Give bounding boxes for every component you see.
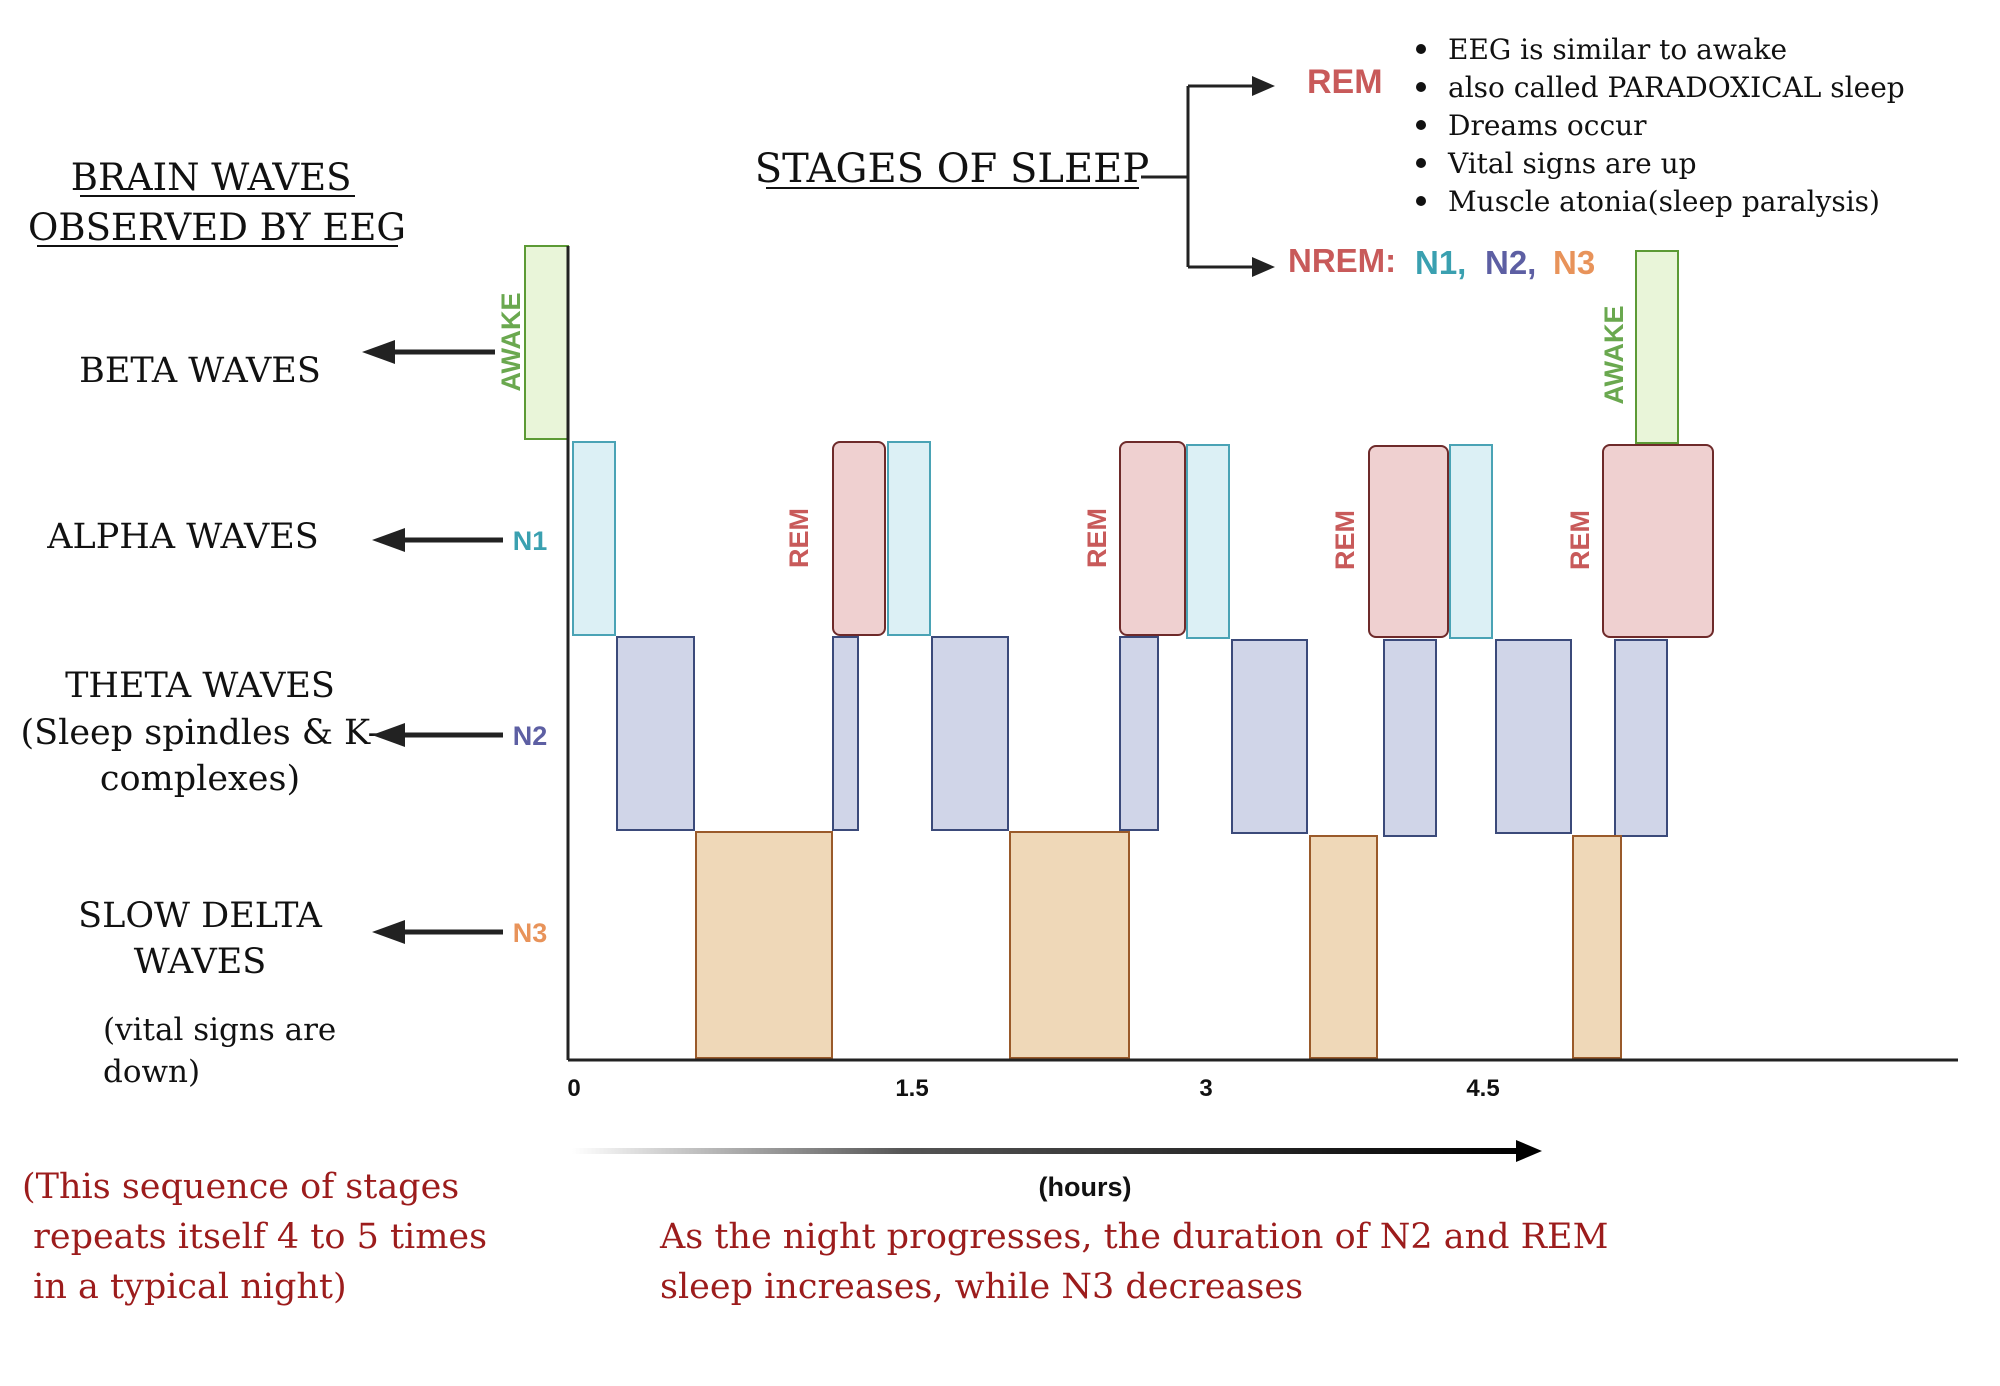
delta-waves-label-line2: WAVES <box>134 942 267 982</box>
n2-block <box>616 636 695 831</box>
brain-waves-title-line1: BRAIN WAVES <box>71 156 363 199</box>
alpha-waves-label: ALPHA WAVES <box>46 517 319 557</box>
nrem-n2: N2, <box>1485 244 1536 281</box>
n3-stage-label: N3 <box>513 918 548 948</box>
arrow-icon <box>372 723 503 747</box>
time-direction-arrow-icon <box>572 1140 1542 1162</box>
n1-block <box>1186 444 1230 639</box>
rem-block-label: REM <box>784 508 814 568</box>
progress-note-line: sleep increases, while N3 decreases <box>660 1267 1303 1307</box>
repeat-note-line: in a typical night) <box>22 1267 347 1307</box>
awake-block <box>1635 250 1679 444</box>
rem-bullet: Dreams occur <box>1448 109 1647 142</box>
n3-block <box>1572 835 1622 1059</box>
arrow-icon <box>372 528 503 552</box>
arrow-icon <box>372 920 503 944</box>
axis-tick-label: 0 <box>567 1075 580 1102</box>
awake-block <box>524 245 569 440</box>
rem-block <box>1119 441 1186 636</box>
n1-block <box>887 441 931 636</box>
rem-block-label: REM <box>1565 510 1595 570</box>
n2-block <box>1231 639 1308 834</box>
rem-block <box>1602 444 1714 638</box>
theta-waves-detail-line1: (Sleep spindles & K- <box>21 713 380 753</box>
axis-tick-label: 4.5 <box>1466 1075 1499 1102</box>
awake-stage-label: AWAKE <box>496 292 526 391</box>
delta-waves-label-line1: SLOW DELTA <box>78 896 322 936</box>
rem-block <box>832 441 886 636</box>
axis-tick-label: 3 <box>1199 1075 1212 1102</box>
theta-waves-label: THETA WAVES <box>65 666 335 706</box>
brain-waves-panel: BRAIN WAVES OBSERVED BY EEG BETA WAVES A… <box>21 156 406 1090</box>
repeat-note-line: (This sequence of stages <box>22 1167 459 1207</box>
bullet-icon <box>1416 196 1426 206</box>
rem-heading: REM <box>1307 63 1383 101</box>
progress-note-line: As the night progresses, the duration of… <box>659 1217 1608 1257</box>
n1-block <box>1449 444 1493 639</box>
brain-waves-title-line2: OBSERVED BY EEG <box>28 206 406 249</box>
n2-block <box>1614 639 1668 837</box>
delta-note-line1: (vital signs are <box>103 1012 336 1048</box>
n2-stage-label: N2 <box>513 721 548 751</box>
wave-arrows <box>362 340 503 944</box>
n3-block <box>695 831 833 1059</box>
nrem-n3: N3 <box>1553 244 1595 281</box>
repeat-note-line: repeats itself 4 to 5 times <box>22 1217 487 1257</box>
awake-block-label: AWAKE <box>1599 305 1629 404</box>
nrem-heading: NREM: <box>1288 242 1396 279</box>
rem-block <box>1368 445 1449 638</box>
bullet-icon <box>1416 120 1426 130</box>
delta-note-line2: down) <box>103 1054 200 1090</box>
bullet-icon <box>1416 82 1426 92</box>
bullet-icon <box>1416 44 1426 54</box>
axis-tick-label: 1.5 <box>895 1075 928 1102</box>
repeat-note: (This sequence of stages repeats itself … <box>22 1167 487 1307</box>
nrem-n1: N1, <box>1415 244 1466 281</box>
stages-of-sleep-title: STAGES OF SLEEP <box>755 146 1150 192</box>
rem-bullet: also called PARADOXICAL sleep <box>1448 71 1905 104</box>
theta-waves-detail-line2: complexes) <box>100 759 300 799</box>
time-axis: 0 1.5 3 4.5 (hours) <box>566 246 1958 1202</box>
bracket-arrow-icon <box>1141 76 1275 277</box>
n2-block <box>1383 639 1437 837</box>
n2-block <box>1495 639 1572 834</box>
n2-block <box>931 636 1009 831</box>
progress-note: As the night progresses, the duration of… <box>659 1217 1608 1307</box>
n3-block <box>1009 831 1130 1059</box>
axis-unit-label: (hours) <box>1039 1172 1132 1202</box>
n3-block <box>1309 835 1378 1059</box>
stages-of-sleep-panel: STAGES OF SLEEP REM EEG is similar to aw… <box>755 33 1905 281</box>
rem-block-label: REM <box>1082 508 1112 568</box>
rem-block-label: REM <box>1330 510 1360 570</box>
rem-bullet: EEG is similar to awake <box>1448 33 1787 66</box>
n2-block <box>832 636 859 831</box>
rem-bullet: Muscle atonia(sleep paralysis) <box>1448 185 1880 218</box>
n1-block <box>572 441 616 636</box>
beta-waves-label: BETA WAVES <box>79 351 321 391</box>
bullet-icon <box>1416 158 1426 168</box>
arrow-icon <box>362 340 495 364</box>
n2-block <box>1119 636 1159 831</box>
rem-bullet-list: EEG is similar to awake also called PARA… <box>1416 33 1905 218</box>
hypnogram: REM REM REM REM AWAKE <box>524 245 1714 1059</box>
rem-bullet: Vital signs are up <box>1447 147 1697 180</box>
n1-stage-label: N1 <box>513 526 548 556</box>
